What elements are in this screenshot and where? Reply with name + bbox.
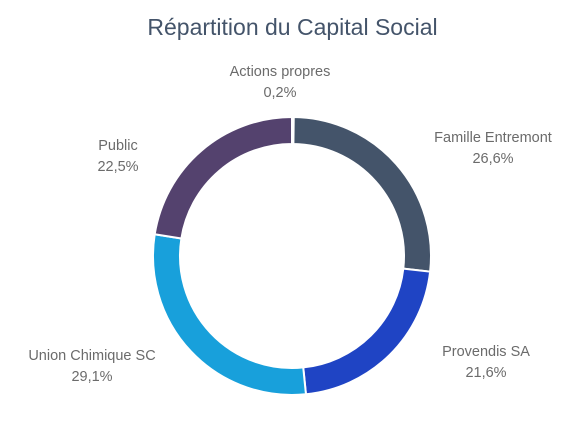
slice-label: Union Chimique SC — [28, 348, 155, 364]
slice-value-label: 0,2% — [263, 85, 296, 101]
pie-slice — [152, 233, 308, 396]
slice-value-label: 29,1% — [71, 369, 112, 385]
slice-value-label: 22,5% — [97, 159, 138, 175]
slice-label: Public — [98, 138, 138, 154]
slice-label: Famille Entremont — [434, 130, 552, 146]
slice-value-label: 26,6% — [472, 151, 513, 167]
pie-slice — [292, 115, 432, 273]
pie-slice — [302, 267, 432, 396]
chart-title: Répartition du Capital Social — [147, 14, 438, 40]
slice-label: Provendis SA — [442, 344, 530, 360]
slice-label: Actions propres — [230, 64, 331, 80]
slice-value-label: 21,6% — [465, 365, 506, 381]
pie-slice — [153, 115, 293, 240]
